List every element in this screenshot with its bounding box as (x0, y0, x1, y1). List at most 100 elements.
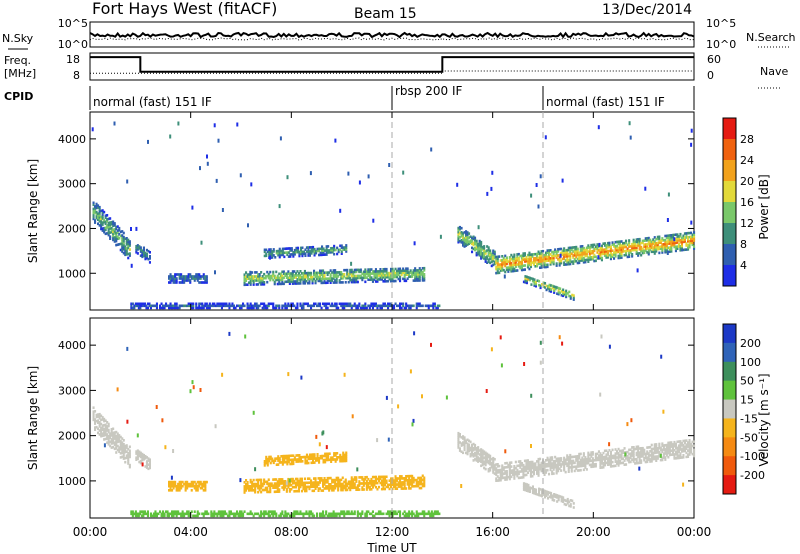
scatter-cell (113, 230, 116, 233)
scatter-cell (427, 304, 430, 308)
scatter-cell (345, 451, 348, 455)
scatter-cell (97, 204, 100, 207)
scatter-cell (673, 243, 676, 247)
scatter-cell (652, 238, 655, 241)
scatter-cell (481, 449, 484, 452)
scatter-cell (557, 254, 560, 257)
scatter-cell (683, 449, 686, 453)
scatter-cell (483, 450, 486, 453)
scatter-cell (405, 269, 408, 272)
scatter-cell (95, 415, 98, 419)
scatter-cell (510, 265, 513, 269)
scatter-cell (417, 484, 420, 488)
scatter-cell (531, 470, 534, 474)
scatter-cell (527, 487, 530, 491)
scatter-cell (273, 274, 276, 278)
scatter-cell (403, 479, 406, 482)
scatter-cell (192, 304, 195, 308)
scatter-cell (653, 248, 656, 251)
sporadic-echo (439, 234, 442, 239)
scatter-cell (101, 418, 104, 421)
scatter-cell (178, 304, 181, 308)
scatter-cell (423, 277, 426, 280)
scatter-cell (486, 245, 489, 248)
scatter-cell (141, 454, 144, 458)
scatter-cell (202, 482, 205, 486)
scatter-cell (252, 281, 255, 284)
scatter-cell (279, 276, 282, 280)
scatter-cell (490, 461, 493, 465)
scatter-cell (462, 232, 465, 235)
scatter-cell (331, 487, 334, 490)
scatter-cell (555, 459, 558, 463)
scatter-cell (582, 252, 585, 256)
scatter-cell (462, 443, 465, 446)
scatter-cell (670, 441, 673, 444)
scatter-cell (513, 253, 516, 257)
scatter-cell (555, 254, 558, 257)
scatter-cell (213, 512, 216, 516)
scatter-cell (517, 256, 520, 260)
scatter-cell (399, 475, 402, 478)
scatter-cell (287, 278, 290, 281)
scatter-cell (472, 247, 475, 251)
scatter-cell (119, 230, 122, 234)
scatter-cell (649, 460, 652, 463)
scatter-cell (572, 260, 575, 263)
scatter-cell (396, 273, 399, 277)
scatter-cell (400, 273, 403, 277)
scatter-cell (300, 306, 303, 310)
scatter-cell (555, 469, 558, 473)
scatter-cell (418, 480, 421, 484)
scatter-cell (596, 247, 599, 250)
scatter-cell (181, 512, 184, 516)
scatter-cell (661, 456, 664, 460)
scatter-cell (143, 304, 146, 308)
scatter-cell (279, 512, 282, 516)
scatter-cell (322, 512, 325, 516)
scatter-cell (316, 459, 319, 462)
scatter-cell (562, 290, 565, 294)
scatter-cell (103, 419, 106, 423)
scatter-cell (282, 270, 285, 273)
scatter-cell (139, 306, 142, 310)
scatter-cell (625, 451, 628, 454)
scatter-cell (323, 483, 326, 486)
scatter-cell (311, 279, 314, 283)
scatter-cell (339, 244, 342, 248)
scatter-cell (664, 244, 667, 248)
scatter-cell (619, 248, 622, 251)
scatter-cell (353, 304, 356, 308)
scatter-cell (279, 278, 282, 282)
scatter-cell (312, 453, 315, 456)
scatter-cell (539, 262, 542, 265)
scatter-cell (484, 459, 487, 463)
scatter-cell (269, 486, 272, 490)
scatter-cell (653, 445, 656, 448)
scatter-cell (323, 302, 326, 306)
scatter-cell (273, 306, 276, 310)
scatter-cell (548, 491, 551, 494)
scatter-cell (671, 447, 674, 450)
scatter-cell (565, 503, 568, 507)
scatter-cell (319, 456, 322, 460)
scatter-cell (265, 252, 268, 256)
scatter-cell (677, 237, 680, 240)
scatter-cell (628, 458, 631, 462)
scatter-cell (677, 243, 680, 246)
scatter-cell (682, 238, 685, 242)
scatter-cell (333, 246, 336, 250)
scatter-cell (269, 457, 272, 461)
scatter-cell (578, 469, 581, 472)
scatter-cell (394, 267, 397, 271)
scatter-cell (237, 512, 240, 516)
scatter-cell (614, 245, 617, 248)
scatter-cell (323, 271, 326, 274)
scatter-cell (162, 514, 165, 518)
scatter-region (92, 201, 131, 260)
scatter-cell (183, 512, 186, 516)
scatter-cell (364, 276, 367, 280)
scatter-cell (183, 514, 186, 518)
scatter-cell (474, 236, 477, 240)
scatter-cell (623, 253, 626, 257)
